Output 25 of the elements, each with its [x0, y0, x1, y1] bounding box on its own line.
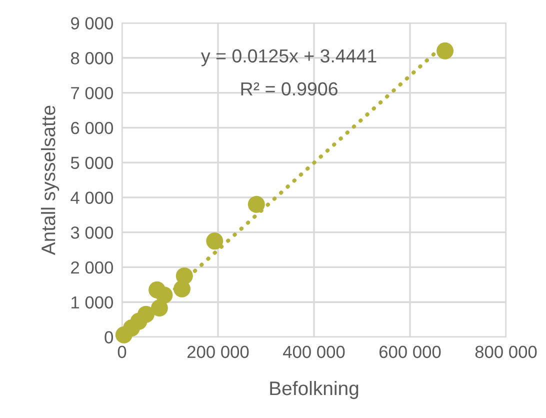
y-tick-label: 6 000	[71, 122, 113, 134]
y-tick-label: 7 000	[71, 86, 113, 100]
x-tick-label: 200 000	[188, 346, 249, 358]
x-tick-label: 800 000	[475, 346, 537, 358]
y-tick-label: 4 000	[70, 192, 113, 204]
point	[115, 326, 132, 344]
x-axis-title: Befolkning	[270, 380, 358, 400]
point	[248, 196, 265, 213]
y-tick-label: 3 000	[70, 226, 113, 239]
y-tick-label: 1 000	[72, 296, 113, 309]
y-tick-label: 5 000	[70, 156, 113, 170]
y-tick-label: 8 000	[70, 52, 113, 64]
x-tick-label: 0	[118, 346, 126, 358]
y-tick-label: 0	[104, 331, 113, 344]
x-tick-label: 400 000	[283, 346, 345, 358]
point	[173, 280, 191, 298]
annotation: R² = 0.9906	[241, 82, 338, 96]
point	[436, 42, 454, 60]
x-tick-label: 600 000	[380, 346, 441, 358]
point	[150, 300, 168, 317]
annotation: y = 0.0125x + 3.4441	[201, 49, 376, 66]
y-axis-title: Antall sysselsatte	[40, 106, 60, 256]
y-tick-label: 2 000	[71, 261, 113, 274]
y-tick-label: 9 000	[71, 17, 113, 30]
point	[206, 232, 224, 250]
